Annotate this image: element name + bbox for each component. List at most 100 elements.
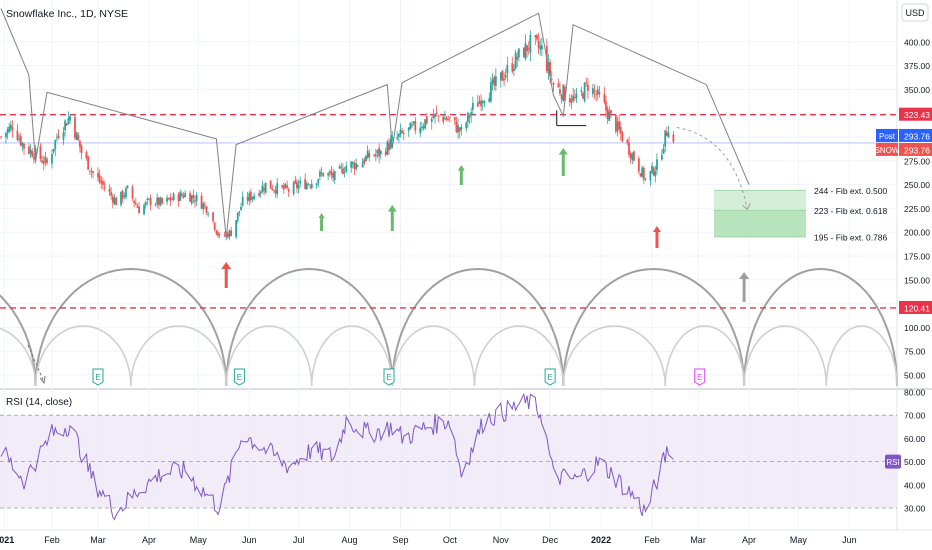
price-axis[interactable]: 400.00375.00350.00325.00300.00275.00250.… [875, 37, 932, 381]
price-tick-label: 225.00 [904, 204, 930, 214]
currency-badge[interactable]: USD [901, 3, 929, 22]
candle-body [138, 206, 140, 214]
price-tick-label: 350.00 [904, 85, 930, 95]
candle-body [133, 200, 136, 204]
candle-body [517, 48, 520, 58]
rsi-tick-label: 40.00 [904, 480, 926, 490]
candle-body [644, 178, 647, 180]
post-tag[interactable]: Post 293.76 [876, 128, 932, 142]
time-axis[interactable]: 2021 Feb Mar Apr May Jun Jul Aug Sep Oct Nov Dec 202… [0, 535, 857, 545]
rsi-title: RSI (14, close) [6, 397, 72, 408]
candle-body [110, 192, 113, 196]
candle-body [478, 100, 481, 104]
candle-body [51, 154, 53, 164]
candle-body [157, 197, 160, 206]
candle-body [524, 43, 527, 60]
resistance-tag[interactable]: 323.43 [899, 107, 932, 121]
price-tick-label: 200.00 [904, 228, 930, 238]
candle-body [661, 154, 663, 160]
rsi-pane: 80.00 70.00 60.00 50.00 40.00 30.00 RSI [0, 388, 926, 521]
candle-body [189, 193, 191, 202]
candle-body [628, 142, 630, 155]
time-tick-label: Sep [392, 535, 408, 545]
earnings-marker[interactable]: E [383, 368, 395, 386]
candle-body [476, 102, 479, 107]
candle-body [274, 189, 277, 194]
cycle-arc-large [562, 267, 746, 387]
earnings-icon [92, 368, 104, 386]
candle-body [144, 201, 147, 206]
time-tick-label: 2022 [591, 535, 611, 545]
candle-body [62, 132, 65, 140]
last-price-tag-prefix-bg [876, 142, 898, 156]
candle-body [350, 161, 353, 168]
candle-body [397, 133, 400, 137]
symbol-title: Snowflake Inc., 1D, NYSE [6, 8, 128, 20]
candle-body [88, 170, 91, 172]
candle-body [41, 160, 44, 163]
candle-body [559, 89, 561, 94]
cycle-arc-small [310, 325, 394, 387]
resistance-tag-bg [899, 107, 932, 121]
earnings-marker[interactable]: E [694, 368, 706, 386]
dashed-arrow [27, 344, 45, 383]
candle-body [453, 117, 456, 121]
horizontal-levels[interactable] [0, 113, 897, 309]
candle-body [455, 121, 458, 133]
candle-body [328, 171, 331, 173]
rsi-tick-label: 70.00 [904, 411, 926, 421]
cycle-arc-small [225, 325, 313, 387]
candle-body [514, 53, 517, 69]
candle-body [97, 172, 99, 178]
last-price-tag[interactable]: SNOW 293.76 [875, 142, 932, 156]
earnings-marker[interactable]: E [92, 368, 104, 386]
candle-body [401, 130, 404, 133]
candle-body [374, 154, 377, 157]
candle-body [228, 230, 231, 237]
candle-body [642, 168, 645, 180]
cycle-arrow-icon [739, 272, 750, 302]
candle-body [282, 185, 285, 190]
forecast-dashed-curve[interactable] [676, 126, 748, 210]
candle-body [483, 101, 486, 104]
candle-body [494, 76, 497, 86]
time-tick-label: Jul [293, 535, 305, 545]
time-tick-label: Feb [44, 535, 60, 545]
cycle-arc-large [391, 267, 565, 387]
price-tick-label: 375.00 [904, 61, 930, 71]
candle-body [366, 150, 369, 159]
candle-body [583, 82, 586, 102]
post-tag-bg [899, 128, 932, 142]
candle-body [103, 186, 106, 189]
candle-body [633, 151, 635, 161]
candle-body [651, 165, 653, 173]
candle-body [284, 184, 287, 188]
candle-body [292, 182, 295, 194]
candle-body [580, 90, 583, 92]
candle-body [217, 232, 219, 236]
candle-body [230, 230, 233, 236]
price-tick-label: 150.00 [904, 275, 930, 285]
earnings-marker[interactable]: E [233, 368, 245, 386]
earnings-marker[interactable]: E [544, 368, 556, 386]
candle-body [23, 143, 25, 149]
candle-body [108, 188, 111, 192]
candle-body [39, 146, 42, 160]
candle-body [287, 189, 290, 192]
candle-body [85, 152, 88, 159]
candle-body [470, 112, 473, 116]
candle-body [338, 166, 341, 169]
candle-body [261, 185, 264, 193]
candle-body [226, 233, 229, 238]
projection-zigzag[interactable] [0, 8, 750, 238]
support-tag[interactable]: 120.41 [899, 300, 932, 314]
candle-body [409, 122, 412, 130]
rsi-badge[interactable]: RSI [885, 454, 901, 469]
candle-body [18, 138, 20, 140]
candle-body [522, 47, 525, 58]
projection-lines[interactable] [0, 8, 751, 385]
candle-body [468, 115, 471, 118]
candle-body [471, 102, 474, 110]
